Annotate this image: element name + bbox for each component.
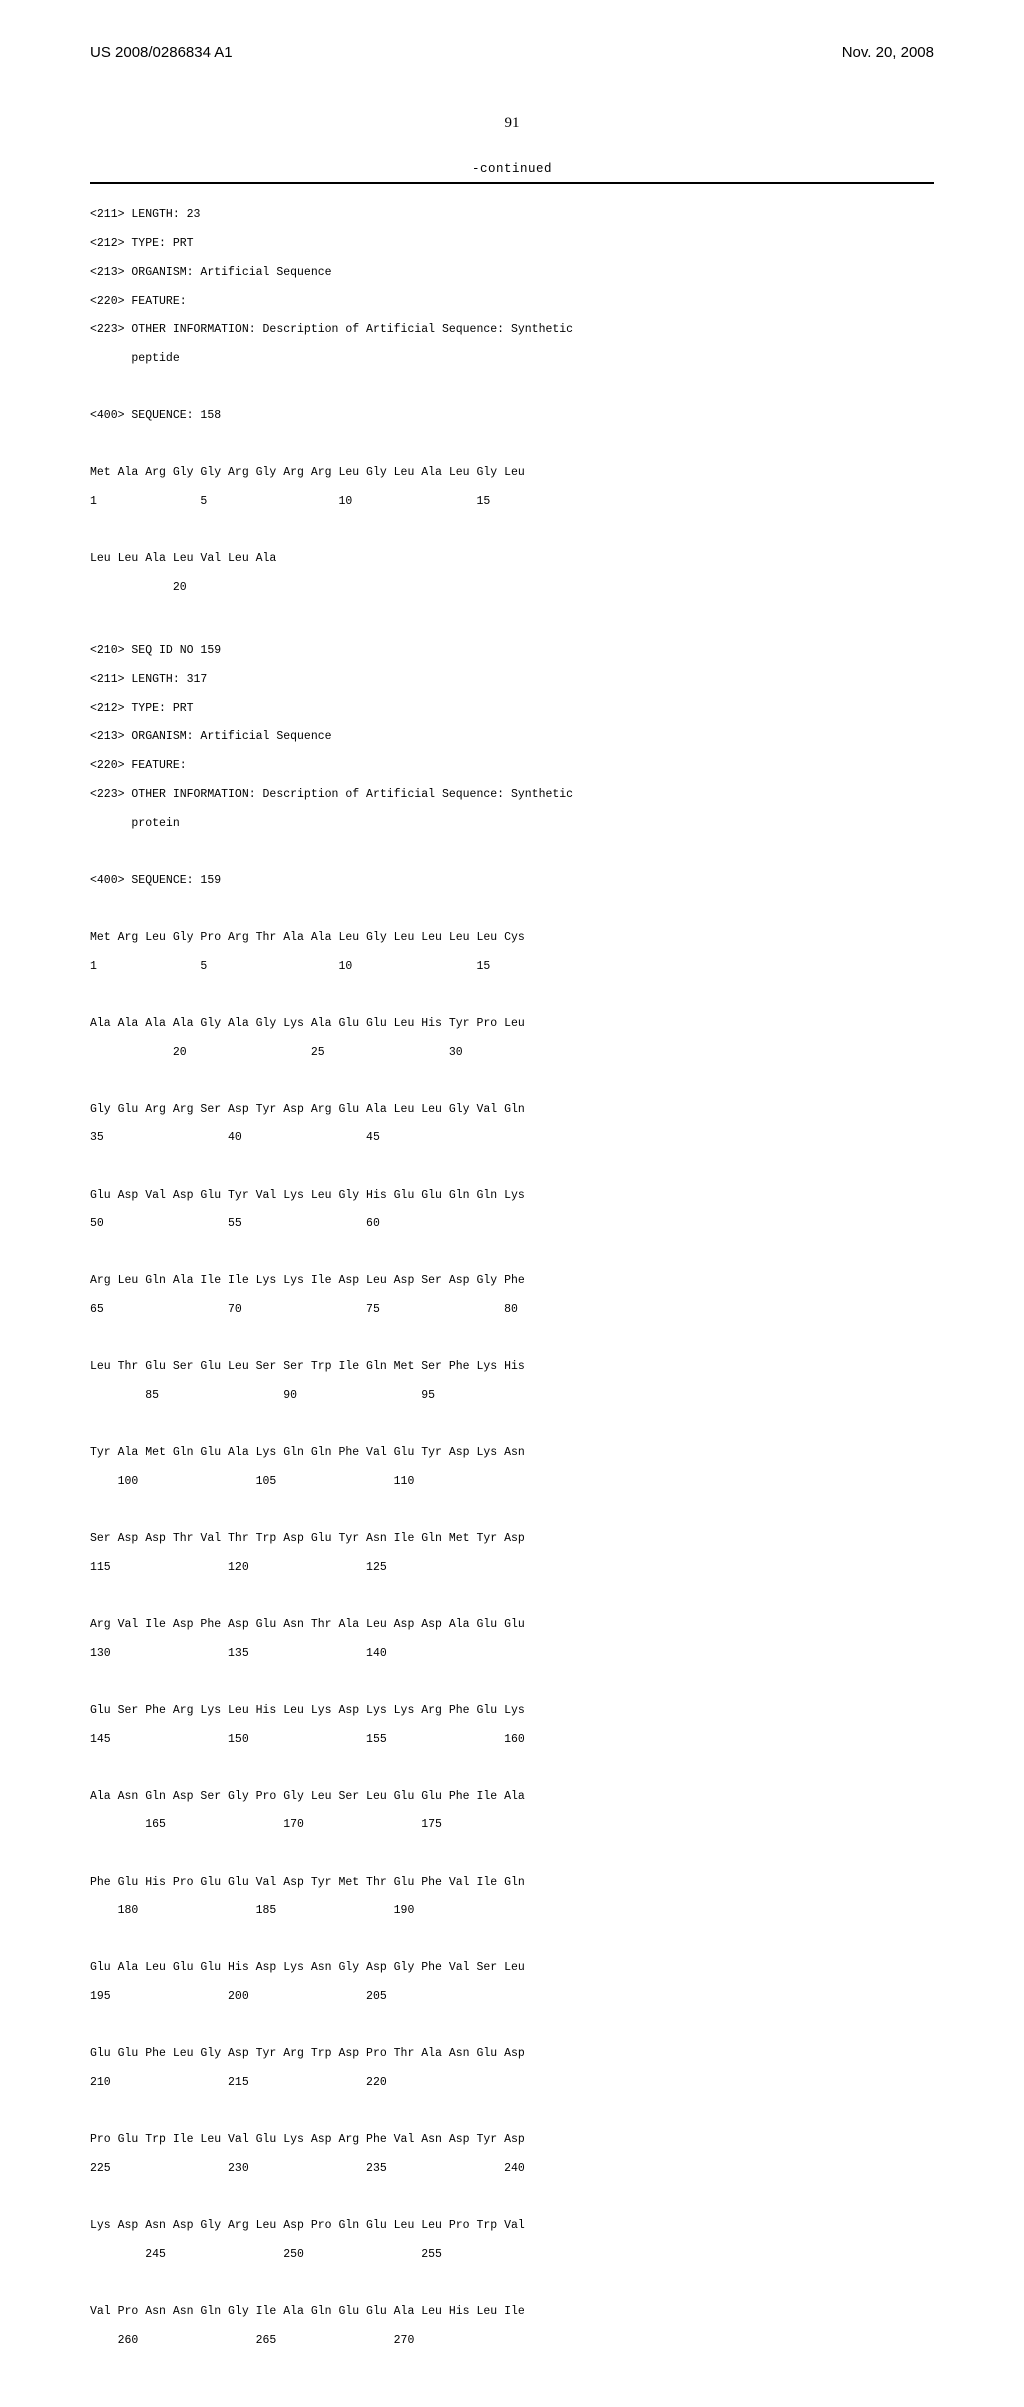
number-row: 1 5 10 15: [90, 495, 934, 509]
residue-row: Ala Asn Gln Asp Ser Gly Pro Gly Leu Ser …: [90, 1790, 934, 1804]
number-row: 20: [90, 581, 934, 595]
residue-row: Val Pro Asn Asn Gln Gly Ile Ala Gln Glu …: [90, 2305, 934, 2319]
number-row: 210 215 220: [90, 2076, 934, 2090]
residue-row: Glu Asp Val Asp Glu Tyr Val Lys Leu Gly …: [90, 1189, 934, 1203]
number-row: 35 40 45: [90, 1131, 934, 1145]
number-row: 130 135 140: [90, 1647, 934, 1661]
residue-row: Ala Ala Ala Ala Gly Ala Gly Lys Ala Glu …: [90, 1017, 934, 1031]
meta-line: <212> TYPE: PRT: [90, 702, 934, 716]
number-row: 65 70 75 80: [90, 1303, 934, 1317]
page-number: 91: [90, 115, 934, 132]
residue-row: Phe Glu His Pro Glu Glu Val Asp Tyr Met …: [90, 1876, 934, 1890]
number-row: 100 105 110: [90, 1475, 934, 1489]
publication-date: Nov. 20, 2008: [842, 44, 934, 61]
residue-row: Pro Glu Trp Ile Leu Val Glu Lys Asp Arg …: [90, 2133, 934, 2147]
residue-row: Met Arg Leu Gly Pro Arg Thr Ala Ala Leu …: [90, 931, 934, 945]
residue-row: Gly Glu Arg Arg Ser Asp Tyr Asp Arg Glu …: [90, 1103, 934, 1117]
residue-row: Lys Asp Asn Asp Gly Arg Leu Asp Pro Gln …: [90, 2219, 934, 2233]
residue-row: Met Ala Arg Gly Gly Arg Gly Arg Arg Leu …: [90, 466, 934, 480]
residue-row: Glu Glu Phe Leu Gly Asp Tyr Arg Trp Asp …: [90, 2047, 934, 2061]
residue-row: Arg Val Ile Asp Phe Asp Glu Asn Thr Ala …: [90, 1618, 934, 1632]
number-row: 50 55 60: [90, 1217, 934, 1231]
number-row: 245 250 255: [90, 2248, 934, 2262]
meta-line: <211> LENGTH: 23: [90, 208, 934, 222]
meta-line: <212> TYPE: PRT: [90, 237, 934, 251]
residue-row: Tyr Ala Met Gln Glu Ala Lys Gln Gln Phe …: [90, 1446, 934, 1460]
residue-row: Glu Ser Phe Arg Lys Leu His Leu Lys Asp …: [90, 1704, 934, 1718]
meta-line: <210> SEQ ID NO 159: [90, 644, 934, 658]
residue-row: Leu Leu Ala Leu Val Leu Ala: [90, 552, 934, 566]
sequence-listing: <211> LENGTH: 23 <212> TYPE: PRT <213> O…: [90, 194, 934, 2377]
sequence-header: <400> SEQUENCE: 158: [90, 409, 934, 423]
number-row: 225 230 235 240: [90, 2162, 934, 2176]
number-row: 180 185 190: [90, 1904, 934, 1918]
number-row: 145 150 155 160: [90, 1733, 934, 1747]
number-row: 115 120 125: [90, 1561, 934, 1575]
number-row: 1 5 10 15: [90, 960, 934, 974]
residue-row: Glu Ala Leu Glu Glu His Asp Lys Asn Gly …: [90, 1961, 934, 1975]
meta-line: <211> LENGTH: 317: [90, 673, 934, 687]
number-row: 260 265 270: [90, 2334, 934, 2348]
residue-row: Arg Leu Gln Ala Ile Ile Lys Lys Ile Asp …: [90, 1274, 934, 1288]
meta-line: <223> OTHER INFORMATION: Description of …: [90, 788, 934, 802]
meta-line: <220> FEATURE:: [90, 759, 934, 773]
number-row: 20 25 30: [90, 1046, 934, 1060]
meta-line: <220> FEATURE:: [90, 295, 934, 309]
page-container: US 2008/0286834 A1 Nov. 20, 2008 91 -con…: [0, 0, 1024, 2407]
meta-line: <213> ORGANISM: Artificial Sequence: [90, 730, 934, 744]
meta-line: peptide: [90, 352, 934, 366]
number-row: 165 170 175: [90, 1818, 934, 1832]
meta-line: <213> ORGANISM: Artificial Sequence: [90, 266, 934, 280]
meta-line: <223> OTHER INFORMATION: Description of …: [90, 323, 934, 337]
number-row: 195 200 205: [90, 1990, 934, 2004]
sequence-header: <400> SEQUENCE: 159: [90, 874, 934, 888]
number-row: 85 90 95: [90, 1389, 934, 1403]
residue-row: Ser Asp Asp Thr Val Thr Trp Asp Glu Tyr …: [90, 1532, 934, 1546]
horizontal-rule: [90, 182, 934, 184]
publication-number: US 2008/0286834 A1: [90, 44, 233, 61]
continued-label: -continued: [90, 162, 934, 176]
residue-row: Leu Thr Glu Ser Glu Leu Ser Ser Trp Ile …: [90, 1360, 934, 1374]
page-header: US 2008/0286834 A1 Nov. 20, 2008: [90, 44, 934, 61]
meta-line: protein: [90, 817, 934, 831]
